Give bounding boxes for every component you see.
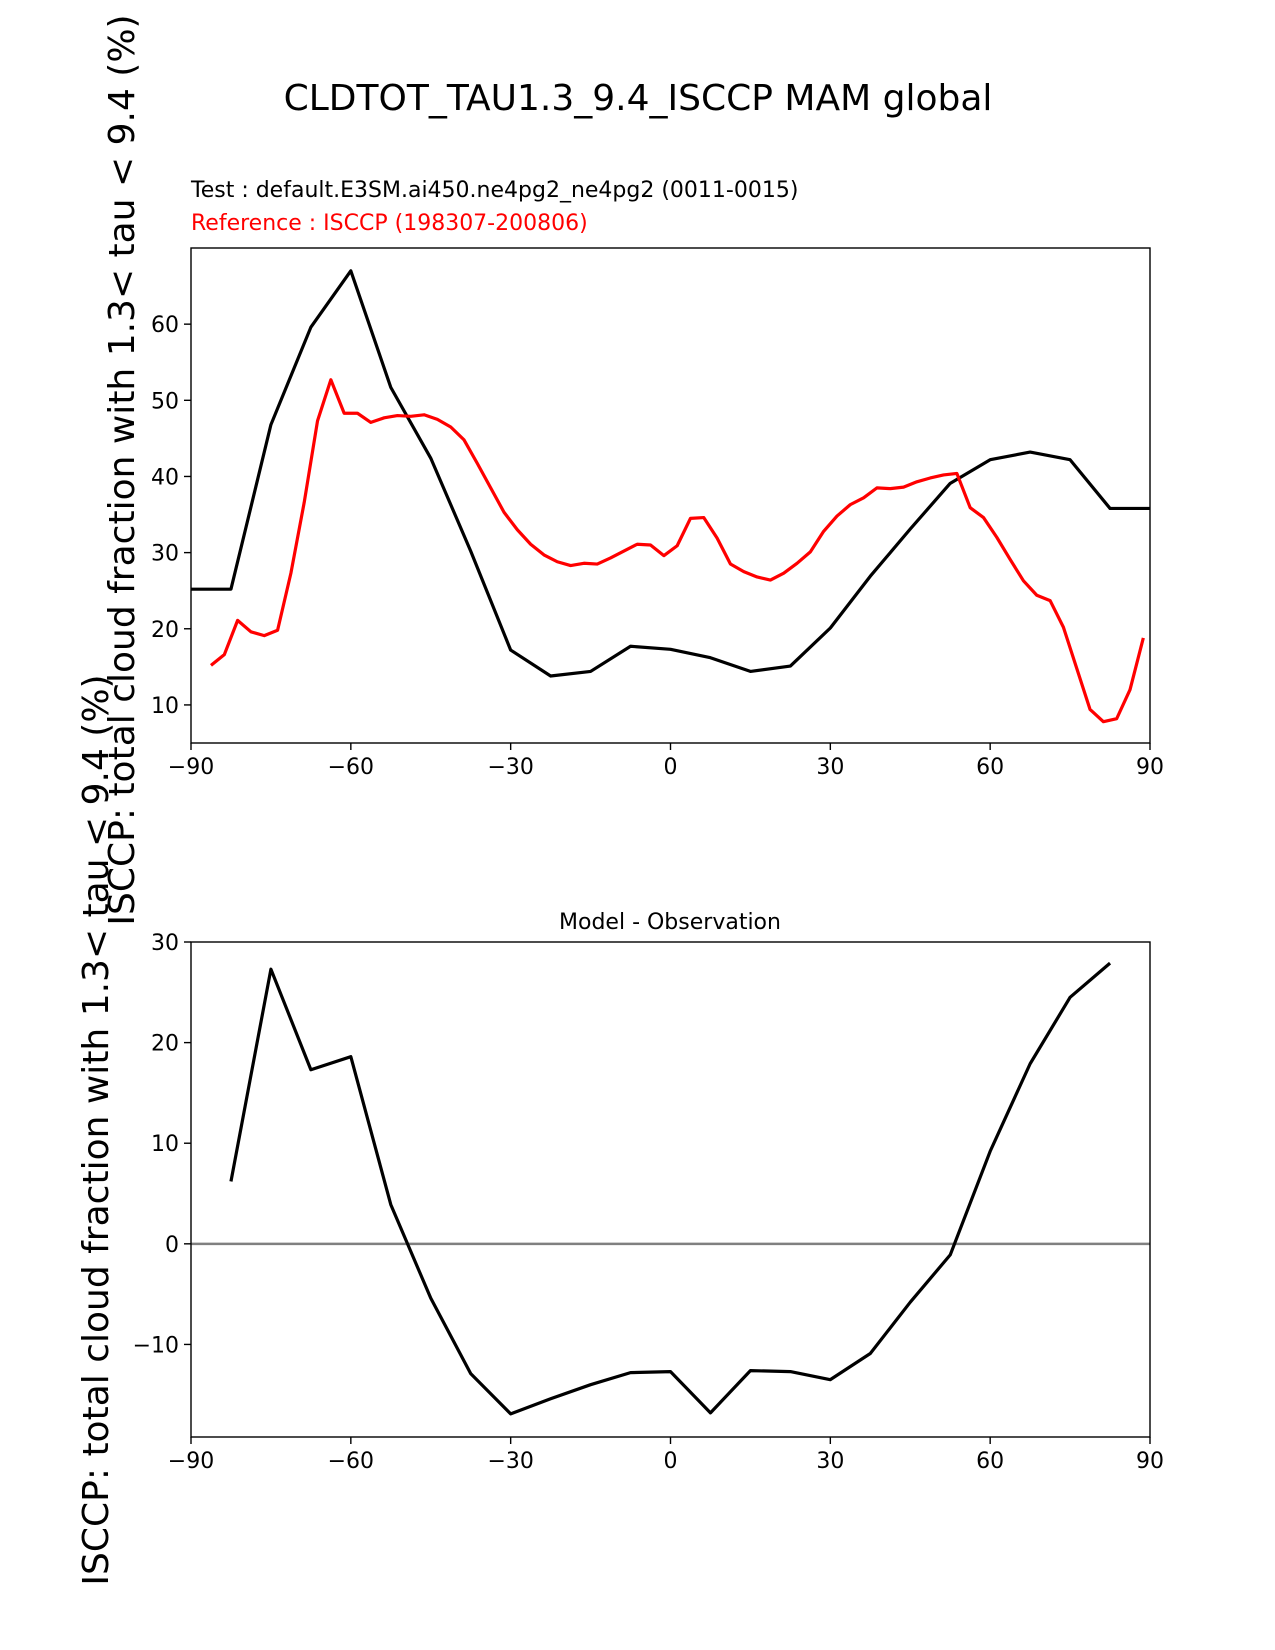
x-tick-label: −30 xyxy=(487,1449,533,1474)
y-tick-label: 10 xyxy=(151,694,179,719)
series-line-0 xyxy=(229,961,1112,1416)
x-tick-label: 0 xyxy=(664,755,678,780)
x-tick-label: −90 xyxy=(168,1449,214,1474)
x-tick-label: −30 xyxy=(487,755,533,780)
x-tick-label: 90 xyxy=(1136,755,1164,780)
reference-label: Reference : ISCCP (198307-200806) xyxy=(191,211,588,236)
figure-title: CLDTOT_TAU1.3_9.4_ISCCP MAM global xyxy=(284,78,993,119)
x-tick-label: 90 xyxy=(1136,1449,1164,1474)
x-tick-label: 0 xyxy=(664,1449,678,1474)
x-tick-label: 60 xyxy=(976,755,1004,780)
y-tick-label: 60 xyxy=(151,313,179,338)
x-tick-label: 30 xyxy=(816,755,844,780)
test-label: Test : default.E3SM.ai450.ne4pg2_ne4pg2 … xyxy=(190,178,798,203)
x-tick-label: 60 xyxy=(976,1449,1004,1474)
y-tick-label: 30 xyxy=(151,542,179,567)
x-tick-label: −90 xyxy=(168,755,214,780)
series-line-0 xyxy=(191,269,1150,678)
y-tick-label: 10 xyxy=(151,1132,179,1157)
x-tick-label: −60 xyxy=(328,755,374,780)
y-tick-label: 0 xyxy=(165,1233,179,1258)
axes-frame xyxy=(190,941,1151,1438)
y-tick-label: 20 xyxy=(151,1032,179,1057)
y-tick-label: 20 xyxy=(151,618,179,643)
y-tick-label: 40 xyxy=(151,465,179,490)
subplot-title-diff: Model - Observation xyxy=(559,910,781,935)
series-line-1 xyxy=(209,378,1145,724)
x-tick-label: 30 xyxy=(816,1449,844,1474)
y-axis-label-bottom: ISCCP: total cloud fraction with 1.3< ta… xyxy=(76,674,117,1585)
y-tick-label: −10 xyxy=(133,1333,179,1358)
x-tick-label: −60 xyxy=(328,1449,374,1474)
axes-frame xyxy=(190,247,1151,744)
y-tick-label: 50 xyxy=(151,389,179,414)
panel-climatology: −90 −60 −30 0 30 60 90 10 20 30 40 50 60 xyxy=(151,247,1164,780)
panel-model-minus-observation: −90 −60 −30 0 30 60 90 −10 0 10 20 30 xyxy=(133,931,1164,1474)
y-tick-label: 30 xyxy=(151,931,179,956)
y-axis-label-top: ISCCP: total cloud fraction with 1.3< ta… xyxy=(102,14,143,925)
